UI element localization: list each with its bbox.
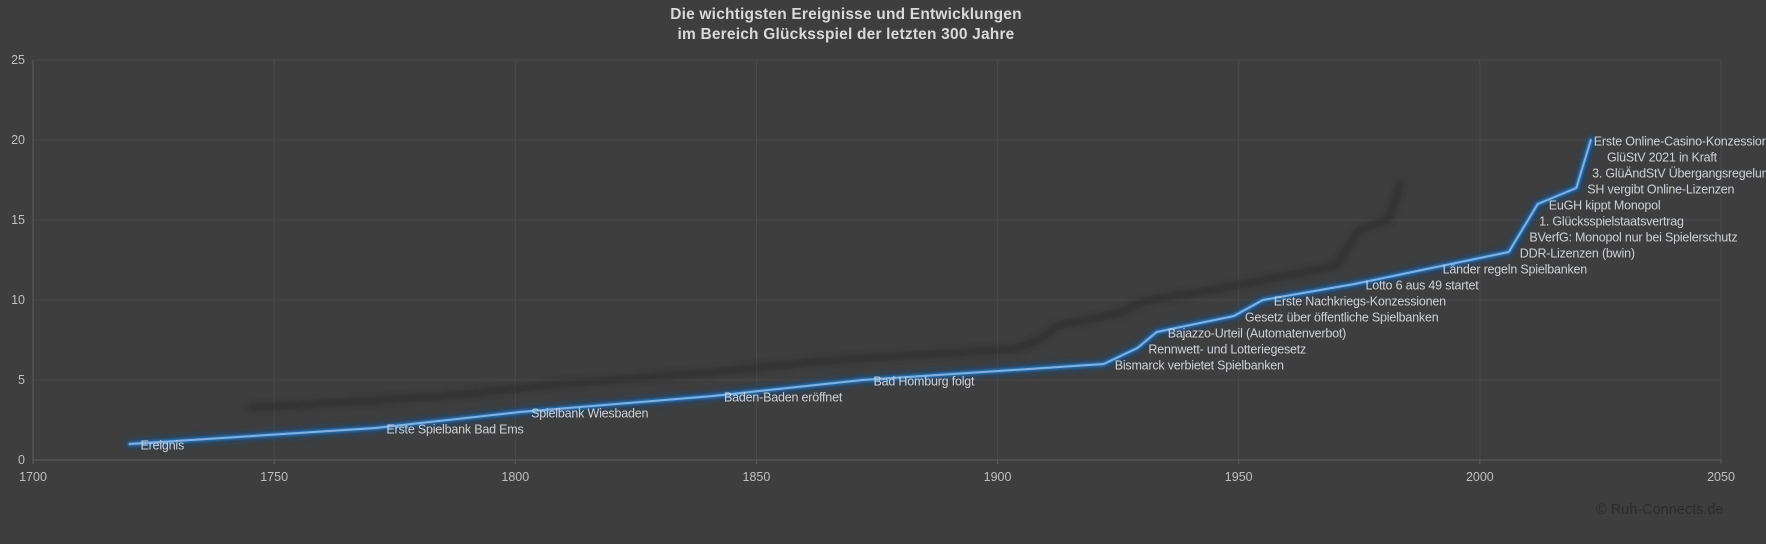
copyright-text: © Ruh-Connects.de	[1596, 502, 1724, 518]
y-tick-label: 20	[11, 133, 25, 147]
data-label: 1. Glücksspielstaatsvertrag	[1539, 214, 1684, 228]
data-label: Erste Online-Casino-Konzessionen	[1594, 134, 1766, 148]
data-label: Erste Nachkriegs-Konzessionen	[1274, 294, 1446, 308]
x-tick-label: 1850	[743, 470, 771, 484]
data-label: Ereignis	[141, 438, 185, 452]
x-tick-label: 1700	[19, 470, 47, 484]
y-tick-label: 0	[18, 453, 25, 467]
data-label: Gesetz über öffentliche Spielbanken	[1245, 310, 1439, 324]
data-label: Länder regeln Spielbanken	[1443, 262, 1588, 276]
data-label: GlüStV 2021 in Kraft	[1607, 150, 1718, 164]
event-line	[128, 139, 1592, 445]
chart-title-line1: Die wichtigsten Ereignisse und Entwicklu…	[670, 6, 1022, 23]
data-label: Bismarck verbietet Spielbanken	[1115, 358, 1284, 372]
chart-title: Die wichtigsten Ereignisse und Entwicklu…	[670, 5, 1022, 45]
y-tick-label: 5	[18, 373, 25, 387]
data-label: Bad Homburg folgt	[874, 374, 976, 388]
y-tick-label: 10	[11, 293, 25, 307]
data-label: Rennwett- und Lotteriegesetz	[1148, 342, 1306, 356]
x-tick-label: 1900	[984, 470, 1012, 484]
data-label: Lotto 6 aus 49 startet	[1366, 278, 1480, 292]
data-label: SH vergibt Online-Lizenzen	[1587, 182, 1734, 196]
x-tick-label: 1750	[260, 470, 288, 484]
chart-title-line2: im Bereich Glücksspiel der letzten 300 J…	[677, 26, 1015, 43]
data-label: BVerfG: Monopol nur bei Spielerschutz	[1529, 230, 1737, 244]
data-label: Erste Spielbank Bad Ems	[386, 422, 523, 436]
data-label: Bajazzo-Urteil (Automatenverbot)	[1168, 326, 1346, 340]
event-line-shadow	[246, 179, 1405, 412]
x-tick-label: 1800	[501, 470, 529, 484]
data-label: EuGH kippt Monopol	[1549, 198, 1661, 212]
x-tick-label: 2000	[1466, 470, 1494, 484]
y-tick-label: 25	[11, 53, 25, 67]
data-label: Spielbank Wiesbaden	[531, 406, 648, 420]
x-tick-label: 2050	[1707, 470, 1735, 484]
y-tick-label: 15	[11, 213, 25, 227]
data-label: Baden-Baden eröffnet	[724, 390, 843, 404]
data-label: DDR-Lizenzen (bwin)	[1520, 246, 1635, 260]
data-label: 3. GlüÄndStV Übergangsregelung	[1592, 166, 1766, 180]
x-tick-label: 1950	[1225, 470, 1253, 484]
